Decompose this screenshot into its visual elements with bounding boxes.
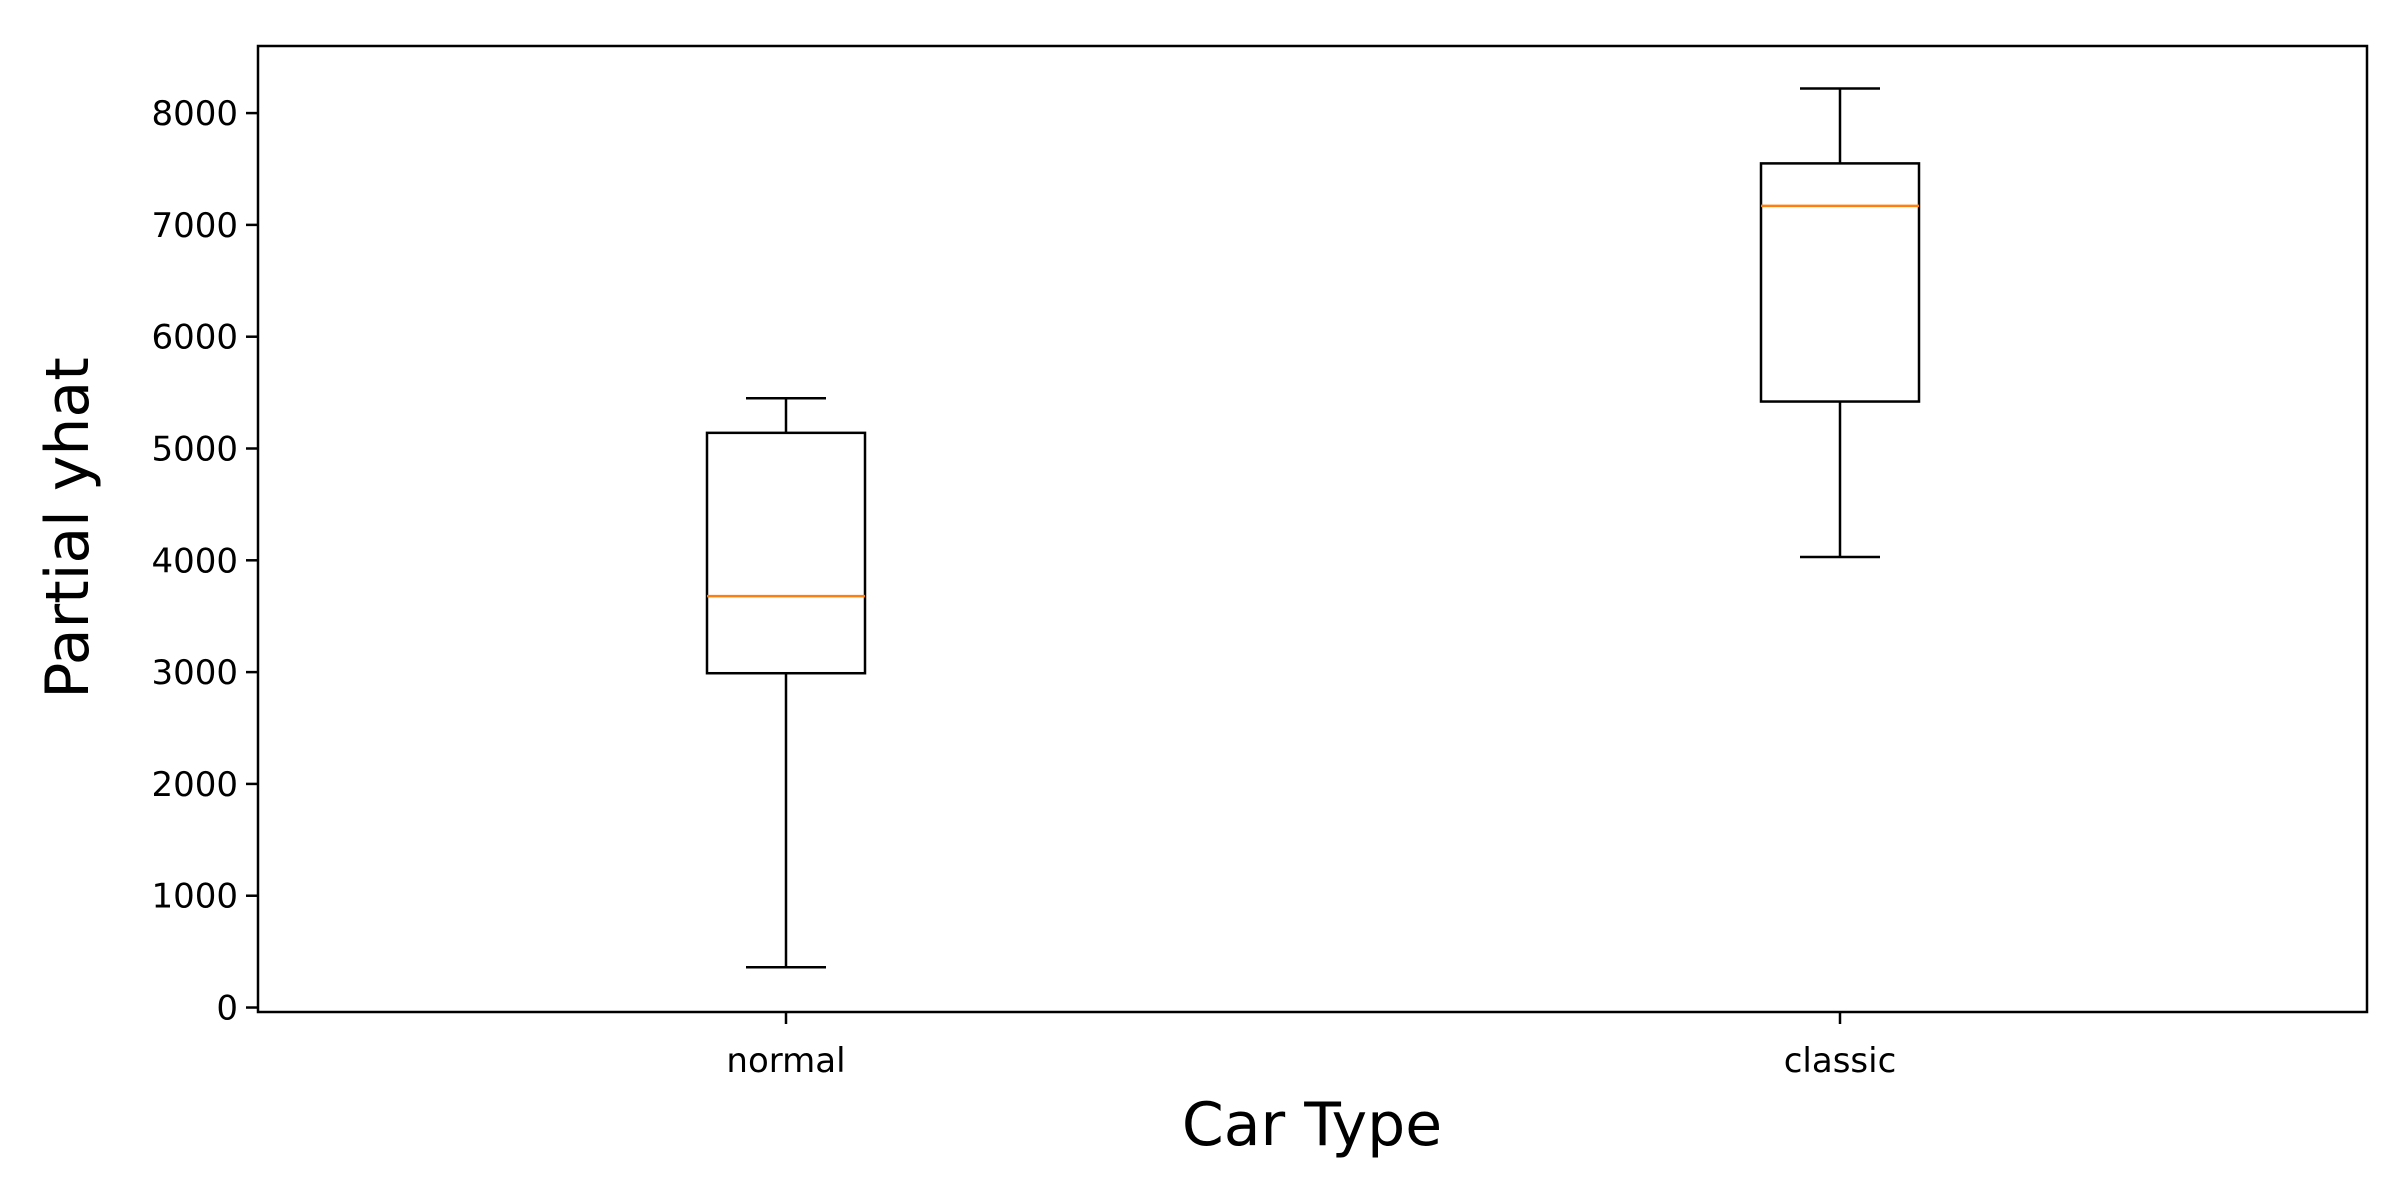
- y-axis-label: Partial yhat: [33, 357, 103, 698]
- y-tick-label: 0: [216, 989, 238, 1029]
- y-tick-label: 1000: [151, 877, 238, 917]
- plot-area: 0 1000 2000 3000 4000 5000 6000 7000 8000 normal c…: [151, 44, 2369, 1081]
- y-tick-label: 4000: [151, 541, 238, 581]
- y-tick-label: 8000: [151, 94, 238, 134]
- y-tick-label: 7000: [151, 206, 238, 246]
- y-tick-label: 3000: [151, 653, 238, 693]
- x-tick-label: classic: [1784, 1041, 1897, 1081]
- box-normal: [705, 431, 867, 675]
- x-axis-label: Car Type: [1182, 1090, 1442, 1160]
- plot-frame: [256, 44, 2369, 1014]
- y-tick-label: 2000: [151, 765, 238, 805]
- y-tick-label: 5000: [151, 430, 238, 470]
- y-tick-label: 6000: [151, 318, 238, 358]
- x-tick-label: normal: [726, 1041, 845, 1081]
- box-classic: [1759, 162, 1921, 403]
